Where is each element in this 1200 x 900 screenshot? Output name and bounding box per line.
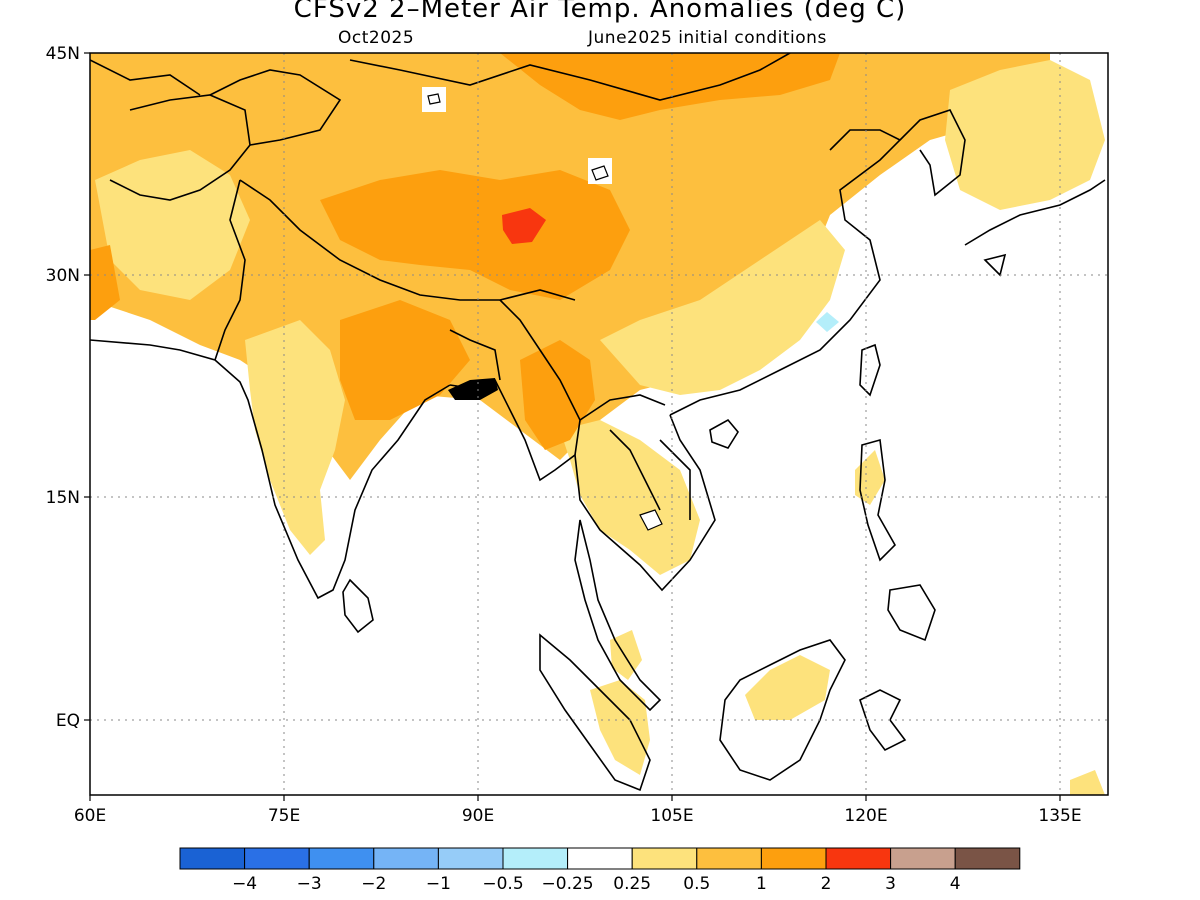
- legend-label: 1: [756, 874, 767, 894]
- tick-marks: [84, 52, 1061, 801]
- legend-swatch: [825, 847, 892, 870]
- legend-swatch: [696, 847, 762, 870]
- sumatra: [539, 633, 651, 792]
- legend-label: −3: [297, 874, 322, 894]
- afghanistan-border: [109, 94, 251, 201]
- lon-label-135e: 135E: [1038, 806, 1081, 826]
- legend-swatch: [244, 847, 310, 870]
- lon-label-60e: 60E: [74, 806, 106, 826]
- graticule: [90, 53, 1108, 795]
- korea-coastline: [899, 109, 966, 197]
- legend-label: 3: [885, 874, 896, 894]
- lat-label-eq: EQ: [56, 711, 80, 731]
- legend-swatch: [631, 847, 698, 870]
- legend-label: 0.25: [613, 874, 651, 894]
- bay-of-bengal-coastline: [449, 379, 716, 592]
- map-title: CFSv2 2–Meter Air Temp. Anomalies (deg C…: [293, 0, 907, 24]
- anomaly-region-0p25-0p5-korea: [945, 60, 1105, 210]
- legend-label: 0.5: [683, 874, 710, 894]
- anomaly-fields: [90, 53, 1105, 795]
- anomaly-region-2-3: [502, 208, 546, 244]
- anomaly-region-neg-0p25: [816, 312, 839, 332]
- lon-label-105e: 105E: [650, 806, 693, 826]
- legend-swatch: [308, 847, 375, 870]
- map-frame: [89, 52, 1109, 796]
- lon-label-90e: 90E: [462, 806, 494, 826]
- anomaly-region-0p25-0p5-pakistan: [95, 150, 250, 300]
- sulawesi: [859, 689, 907, 752]
- forecast-month: Oct2025: [338, 28, 415, 48]
- initial-conditions: June2025 initial conditions: [588, 28, 827, 48]
- malay-peninsula: [574, 519, 662, 712]
- india-coastline: [90, 339, 451, 600]
- legend-swatch: [567, 847, 633, 870]
- legend-swatch: [437, 847, 504, 870]
- hainan: [709, 418, 739, 449]
- legend-swatch: [760, 847, 827, 870]
- indochina-borders: [579, 394, 691, 520]
- lakes: [422, 87, 663, 531]
- himalaya-border: [239, 179, 576, 301]
- anomaly-region-1-2-mongolia: [500, 53, 840, 120]
- legend-swatch: [373, 847, 439, 870]
- lat-label-30n: 30N: [46, 266, 80, 286]
- japan: [964, 179, 1106, 277]
- anomaly-region-0p25-0p5-borneo: [745, 655, 830, 720]
- anomaly-region-0p25-0p5-india: [245, 320, 345, 555]
- legend-label: −0.25: [542, 874, 594, 894]
- anomaly-region-0p25-0p5-malaya: [610, 630, 642, 680]
- anomaly-region-0p25-0p5-sumatra: [590, 680, 650, 775]
- legend-swatch: [954, 847, 1021, 870]
- india-pakistan-border: [214, 179, 246, 361]
- anomaly-region-1-2-myanmar: [520, 340, 595, 450]
- lon-label-75e: 75E: [268, 806, 300, 826]
- legend-label: 4: [950, 874, 961, 894]
- taiwan: [859, 343, 881, 397]
- legend-swatch: [502, 847, 569, 870]
- legend-label: −2: [361, 874, 386, 894]
- lat-label-45n: 45N: [46, 44, 80, 64]
- myanmar-border: [499, 299, 581, 456]
- luzon: [859, 438, 896, 562]
- legend-label: −1: [426, 874, 451, 894]
- anomaly-region-1-2-gangetic: [340, 300, 470, 420]
- south-china-coastline: [669, 129, 902, 416]
- anomaly-region-1-2-west: [90, 245, 120, 320]
- china-mongolia-border: [349, 53, 791, 101]
- anomaly-region-0p25-0p5-philippines: [855, 450, 885, 505]
- legend-label: 2: [821, 874, 832, 894]
- anomaly-region-0p25-0p5-southeast: [1070, 770, 1105, 795]
- bangladesh-border: [449, 329, 501, 381]
- lat-label-15n: 15N: [46, 488, 80, 508]
- central-asia-border: [90, 59, 342, 146]
- legend-label: −4: [232, 874, 257, 894]
- coastlines: [90, 53, 1106, 792]
- anomaly-region-0p25-0p5-china: [600, 220, 845, 395]
- mindanao: [887, 584, 936, 642]
- legend-swatch: [179, 847, 246, 870]
- borneo: [719, 639, 846, 781]
- ganges-delta: [448, 378, 498, 400]
- legend-label: −0.5: [482, 874, 523, 894]
- color-legend: −4 −3 −2 −1 −0.5 −0.25 0.25 0.5 1 2 3 4: [179, 847, 1021, 894]
- anomaly-region-1-2-tibet: [320, 170, 630, 300]
- lon-label-120e: 120E: [844, 806, 887, 826]
- sri-lanka: [342, 578, 374, 634]
- legend-swatch: [890, 847, 956, 870]
